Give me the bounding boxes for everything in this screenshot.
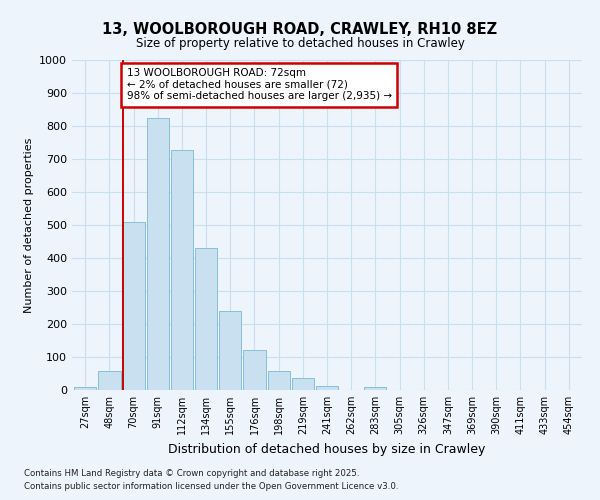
Bar (171, 150, 193, 390)
Bar (219, 312, 241, 390)
Bar (74, 388, 97, 390)
Text: 13 WOOLBOROUGH ROAD: 72sqm
← 2% of detached houses are smaller (72)
98% of semi-: 13 WOOLBOROUGH ROAD: 72sqm ← 2% of detac… (127, 68, 392, 102)
Text: Contains HM Land Registry data © Crown copyright and database right 2025.: Contains HM Land Registry data © Crown c… (24, 468, 359, 477)
Bar (316, 386, 338, 390)
Bar (122, 222, 145, 390)
Bar (364, 386, 386, 390)
Bar (292, 378, 314, 390)
Bar (146, 118, 169, 390)
Y-axis label: Number of detached properties: Number of detached properties (23, 138, 34, 312)
Text: Size of property relative to detached houses in Crawley: Size of property relative to detached ho… (136, 38, 464, 51)
Text: Contains public sector information licensed under the Open Government Licence v3: Contains public sector information licen… (24, 482, 398, 491)
Bar (195, 248, 217, 390)
Bar (268, 371, 290, 390)
X-axis label: Distribution of detached houses by size in Crawley: Distribution of detached houses by size … (169, 442, 485, 456)
Bar (244, 350, 266, 390)
Text: 13, WOOLBOROUGH ROAD, CRAWLEY, RH10 8EZ: 13, WOOLBOROUGH ROAD, CRAWLEY, RH10 8EZ (103, 22, 497, 38)
Bar (98, 371, 121, 390)
